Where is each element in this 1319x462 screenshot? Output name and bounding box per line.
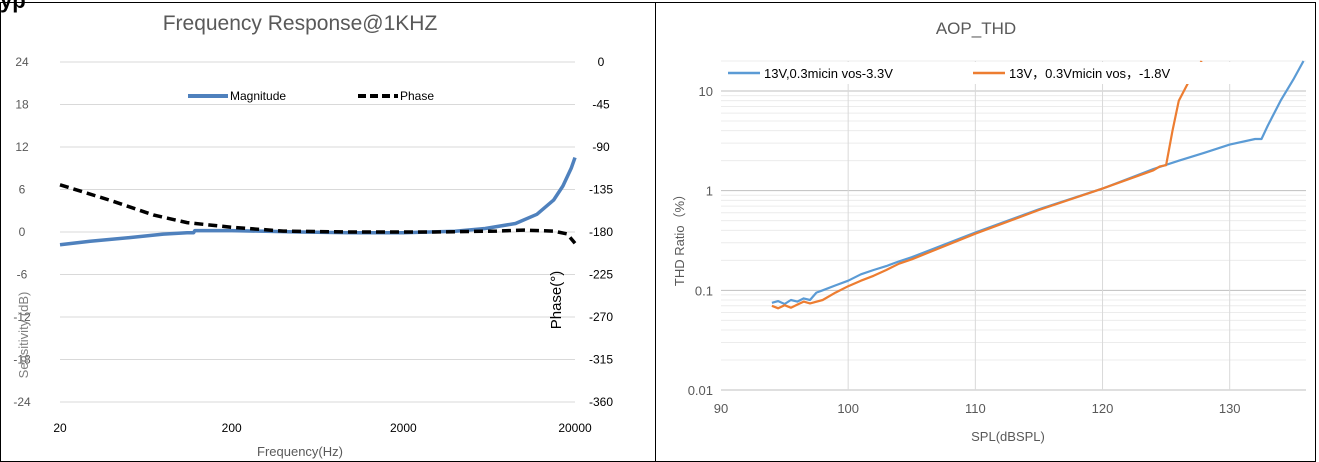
x-tick-label: 90: [714, 401, 728, 416]
thd-series-2-line: [771, 60, 1203, 310]
y-tick-label: -24: [13, 395, 31, 409]
x-tick-label: 20000: [558, 421, 592, 435]
y-tick-label: -6: [17, 268, 28, 282]
chart-title: Frequency Response@1KHZ: [163, 12, 438, 35]
y-axis-label: Sensitivity (dB): [16, 292, 31, 379]
y-tick-label: 18: [15, 98, 29, 112]
legend-magnitude-label: Magnitude: [230, 89, 286, 103]
y-tick-label: 0.01: [688, 383, 713, 398]
chart-divider: [655, 2, 656, 462]
y-tick-label: 0.1: [695, 283, 713, 298]
y2-tick-label: -315: [589, 353, 613, 367]
y-tick-label: 6: [19, 183, 26, 197]
x-tick-label: 130: [1219, 401, 1241, 416]
y2-tick-label: -225: [589, 268, 613, 282]
x-tick-label: 20: [53, 421, 67, 435]
legend-phase-label: Phase: [400, 89, 434, 103]
y2-axis-label: Phase(°): [548, 271, 565, 330]
y-tick-label: -12: [13, 310, 31, 324]
y2-tick-label: 0: [598, 55, 605, 69]
x-tick-label: 2000: [390, 421, 417, 435]
y-tick-label: 12: [15, 140, 29, 154]
x-axis-label: Frequency(Hz): [257, 444, 343, 459]
y2-tick-label: -45: [592, 98, 610, 112]
y-tick-label: 24: [15, 55, 29, 69]
x-tick-label: 100: [837, 401, 859, 416]
y2-tick-label: -360: [589, 395, 613, 409]
x-axis-label: SPL(dBSPL): [971, 429, 1045, 444]
phase-series-line: [59, 183, 577, 245]
x-tick-label: 200: [222, 421, 242, 435]
y-tick-label: 10: [699, 84, 713, 99]
y2-tick-label: -90: [592, 140, 610, 154]
frequency-response-chart: Frequency Response@1KHZ 24 18 12 6 0 -6 -12 -18 -…: [13, 12, 613, 459]
x-tick-label: 110: [965, 401, 986, 416]
section-heading: yp: [0, 0, 26, 13]
chart-title: AOP_THD: [936, 19, 1016, 38]
y2-tick-label: -135: [589, 183, 613, 197]
y-tick-label: 0: [19, 225, 26, 239]
x-tick-label: 120: [1092, 401, 1114, 416]
y-axis-label: THD Ratio（%）: [672, 188, 687, 286]
legend-series-2-label: 13V，0.3Vmicin vos，-1.8V: [1009, 66, 1170, 81]
legend-background: [724, 62, 1289, 84]
y-tick-label: -18: [13, 353, 31, 367]
y2-tick-label: -270: [589, 310, 613, 324]
y2-tick-label: -180: [589, 225, 613, 239]
y-tick-label: 1: [706, 184, 713, 199]
legend-series-1-label: 13V,0.3micin vos-3.3V: [764, 66, 893, 81]
thd-series-1-line: [771, 60, 1305, 306]
